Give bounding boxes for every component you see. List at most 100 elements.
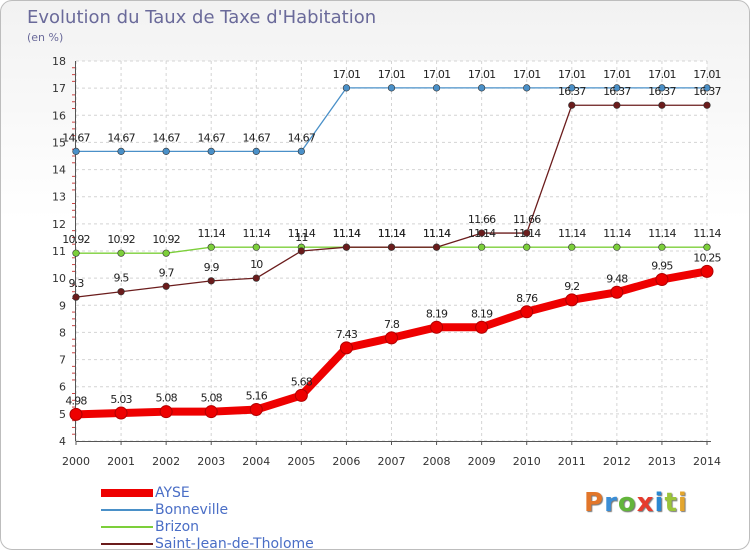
data-label: 16.37: [558, 85, 586, 98]
y-tick-label: 18: [52, 55, 66, 68]
data-point: [297, 247, 305, 255]
data-label: 9.95: [651, 260, 673, 273]
data-point: [249, 403, 263, 417]
data-label: 11.14: [603, 227, 631, 240]
data-point: [385, 331, 398, 345]
data-label: 17.01: [513, 68, 541, 81]
data-label: 8.19: [471, 307, 493, 320]
data-label: 9.2: [564, 280, 579, 293]
data-label: 16.37: [693, 85, 721, 98]
data-point: [523, 84, 531, 92]
data-point: [475, 320, 489, 334]
data-point: [568, 243, 576, 251]
x-tick-label: 2006: [332, 455, 360, 468]
x-tick-label: 2008: [423, 455, 451, 468]
data-label: 9.7: [159, 266, 175, 279]
data-label: 8.76: [516, 292, 538, 305]
data-point: [339, 341, 353, 355]
x-tick-label: 2012: [603, 455, 631, 468]
data-point: [114, 406, 128, 420]
data-label: 17.01: [648, 68, 676, 81]
data-label: 5.08: [201, 392, 223, 405]
data-point: [700, 264, 714, 278]
data-point: [520, 305, 534, 319]
data-label: 16.37: [603, 85, 631, 98]
data-label: 5.68: [291, 375, 313, 388]
x-tick-label: 2000: [62, 455, 90, 468]
y-tick-label: 4: [59, 435, 66, 448]
data-label: 9.48: [606, 272, 628, 285]
data-label: 10.92: [62, 233, 90, 246]
data-point: [252, 243, 260, 251]
data-label: 11.14: [378, 227, 406, 240]
data-point: [655, 273, 669, 286]
data-point: [703, 84, 711, 92]
y-tick-label: 7: [59, 354, 66, 367]
data-label: 11.14: [197, 227, 225, 240]
data-label: 14.67: [107, 131, 135, 144]
data-point: [207, 147, 215, 155]
y-tick-label: 17: [52, 82, 66, 95]
legend-swatch: [101, 489, 153, 497]
x-tick-label: 2005: [287, 455, 315, 468]
data-label: 11.14: [333, 227, 361, 240]
data-point: [658, 243, 666, 251]
data-label: 10.92: [107, 233, 135, 246]
data-label: 8.19: [426, 307, 448, 320]
data-point: [117, 147, 125, 155]
data-point: [432, 243, 441, 251]
data-point: [430, 320, 444, 334]
data-label: 11.14: [693, 227, 721, 240]
y-tick-label: 10: [52, 272, 66, 285]
data-label: 11.66: [513, 213, 541, 226]
data-label: 11.14: [648, 227, 676, 240]
data-point: [613, 84, 621, 92]
y-tick-label: 8: [59, 326, 66, 339]
data-label: 10.25: [693, 251, 721, 264]
data-label: 14.67: [152, 131, 180, 144]
legend-swatch: [101, 509, 153, 511]
data-point: [523, 243, 531, 251]
x-tick-label: 2002: [152, 455, 180, 468]
y-tick-label: 15: [52, 136, 66, 149]
data-point: [207, 277, 215, 285]
y-tick-label: 14: [52, 164, 66, 177]
data-point: [432, 84, 441, 92]
data-label: 7.8: [384, 318, 400, 331]
series-group: [69, 84, 714, 421]
y-tick-label: 12: [52, 218, 66, 231]
data-point: [568, 84, 576, 92]
data-label: 14.67: [62, 131, 90, 144]
legend-label: Brizon: [155, 519, 200, 535]
y-tick-label: 13: [52, 191, 66, 204]
data-point: [610, 285, 624, 299]
data-point: [478, 84, 486, 92]
data-point: [162, 147, 170, 155]
x-tick-label: 2009: [468, 455, 496, 468]
line-chart: 4 5 6 7 8 9 10 11 12 13 14 15 16 17 18 2000 2001 2002 2003…: [52, 55, 722, 468]
x-tick-label: 2014: [693, 455, 721, 468]
chart-unit: (en %): [27, 31, 64, 44]
data-point: [658, 84, 666, 92]
data-point: [478, 243, 486, 251]
data-label: 5.03: [110, 393, 132, 406]
data-label: 11.14: [288, 227, 316, 240]
data-label: 17.01: [603, 68, 631, 81]
proxiti-logo: Proxiti: [584, 488, 688, 518]
data-label: 11.14: [423, 227, 451, 240]
data-label: 17.01: [378, 68, 406, 81]
x-tick-label: 2003: [197, 455, 225, 468]
legend-label: Bonneville: [155, 502, 229, 518]
data-label: 14.67: [197, 131, 225, 144]
axes: 4 5 6 7 8 9 10 11 12 13 14 15 16 17 18 2000 2001 2002 2003…: [52, 55, 721, 468]
data-point: [387, 243, 396, 251]
y-tick-label: 16: [52, 109, 66, 122]
data-label: 11.14: [333, 227, 361, 240]
data-point: [703, 243, 711, 251]
data-label: 9.5: [114, 272, 130, 285]
legend-swatch: [101, 526, 153, 528]
data-point: [613, 101, 621, 109]
data-label: 11.14: [378, 227, 406, 240]
data-point: [703, 101, 711, 109]
